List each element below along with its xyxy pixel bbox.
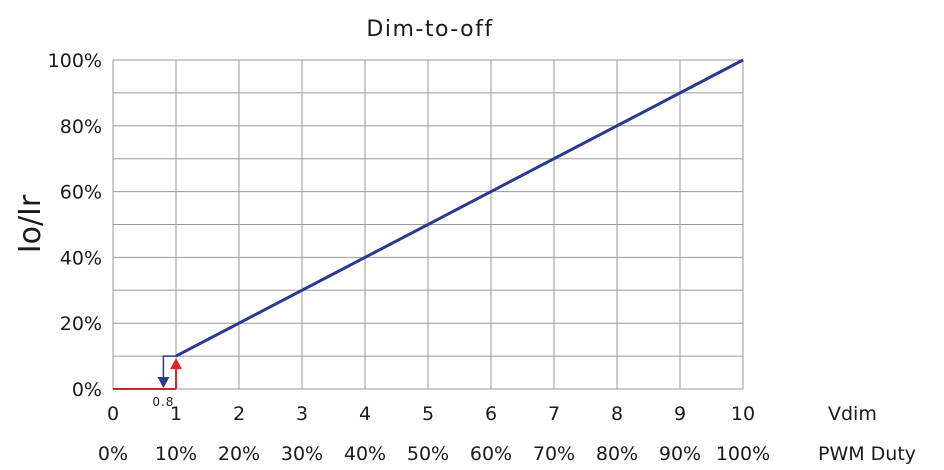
- x-tick-label: 5: [422, 403, 434, 425]
- x-tick-label: 4: [359, 403, 371, 425]
- x-tick-label-secondary: 10%: [155, 443, 197, 465]
- x-tick-label-secondary: 90%: [659, 443, 701, 465]
- x-tick-label: 1: [170, 403, 182, 425]
- turn-off-arrow: [157, 377, 170, 388]
- x-tick-label: 9: [674, 403, 686, 425]
- x-tick-label-secondary: 60%: [470, 443, 512, 465]
- y-tick-label: 0%: [72, 379, 102, 401]
- y-tick-label: 40%: [60, 247, 102, 269]
- turn-off-path: [162, 355, 176, 379]
- x-ticks: 0 1 2 3 4 5 6 7 8 9 10: [107, 403, 755, 425]
- x-tick-label: 8: [611, 403, 623, 425]
- x-tick-label: 2: [233, 403, 245, 425]
- x-tick-label-secondary: 80%: [596, 443, 638, 465]
- x-tick-label: 7: [548, 403, 560, 425]
- x-axis-label-pwm-duty: PWM Duty: [818, 443, 916, 465]
- turn-off-label: 0.8: [152, 395, 174, 409]
- x-tick-label-secondary: 30%: [281, 443, 323, 465]
- x-tick-label-secondary: 50%: [407, 443, 449, 465]
- x-tick-label: 10: [731, 403, 755, 425]
- y-tick-label: 100%: [48, 50, 102, 72]
- y-axis-label: Io/Ir: [13, 194, 48, 253]
- turn-on-arrow: [170, 358, 182, 370]
- x-tick-label: 3: [296, 403, 308, 425]
- y-ticks: 0% 20% 40% 60% 80% 100%: [48, 50, 102, 401]
- x-tick-label-secondary: 0%: [98, 443, 128, 465]
- series-line: [175, 58, 744, 358]
- x-tick-label-secondary: 20%: [218, 443, 260, 465]
- y-tick-label: 20%: [60, 313, 102, 335]
- chart-title: Dim-to-off: [366, 17, 493, 42]
- x-tick-label: 0: [107, 403, 119, 425]
- y-tick-label: 60%: [60, 182, 102, 204]
- x-axis-label-vdim: Vdim: [828, 403, 877, 425]
- x-tick-label-secondary: 40%: [344, 443, 386, 465]
- x-tick-label-secondary: 100%: [716, 443, 770, 465]
- plot-marks: [113, 58, 744, 390]
- y-tick-label: 80%: [60, 116, 102, 138]
- x-ticks-secondary: 0% 10% 20% 30% 40% 50% 60% 70% 80% 90% 100%: [98, 443, 770, 465]
- x-tick-label: 6: [485, 403, 497, 425]
- x-tick-label-secondary: 70%: [533, 443, 575, 465]
